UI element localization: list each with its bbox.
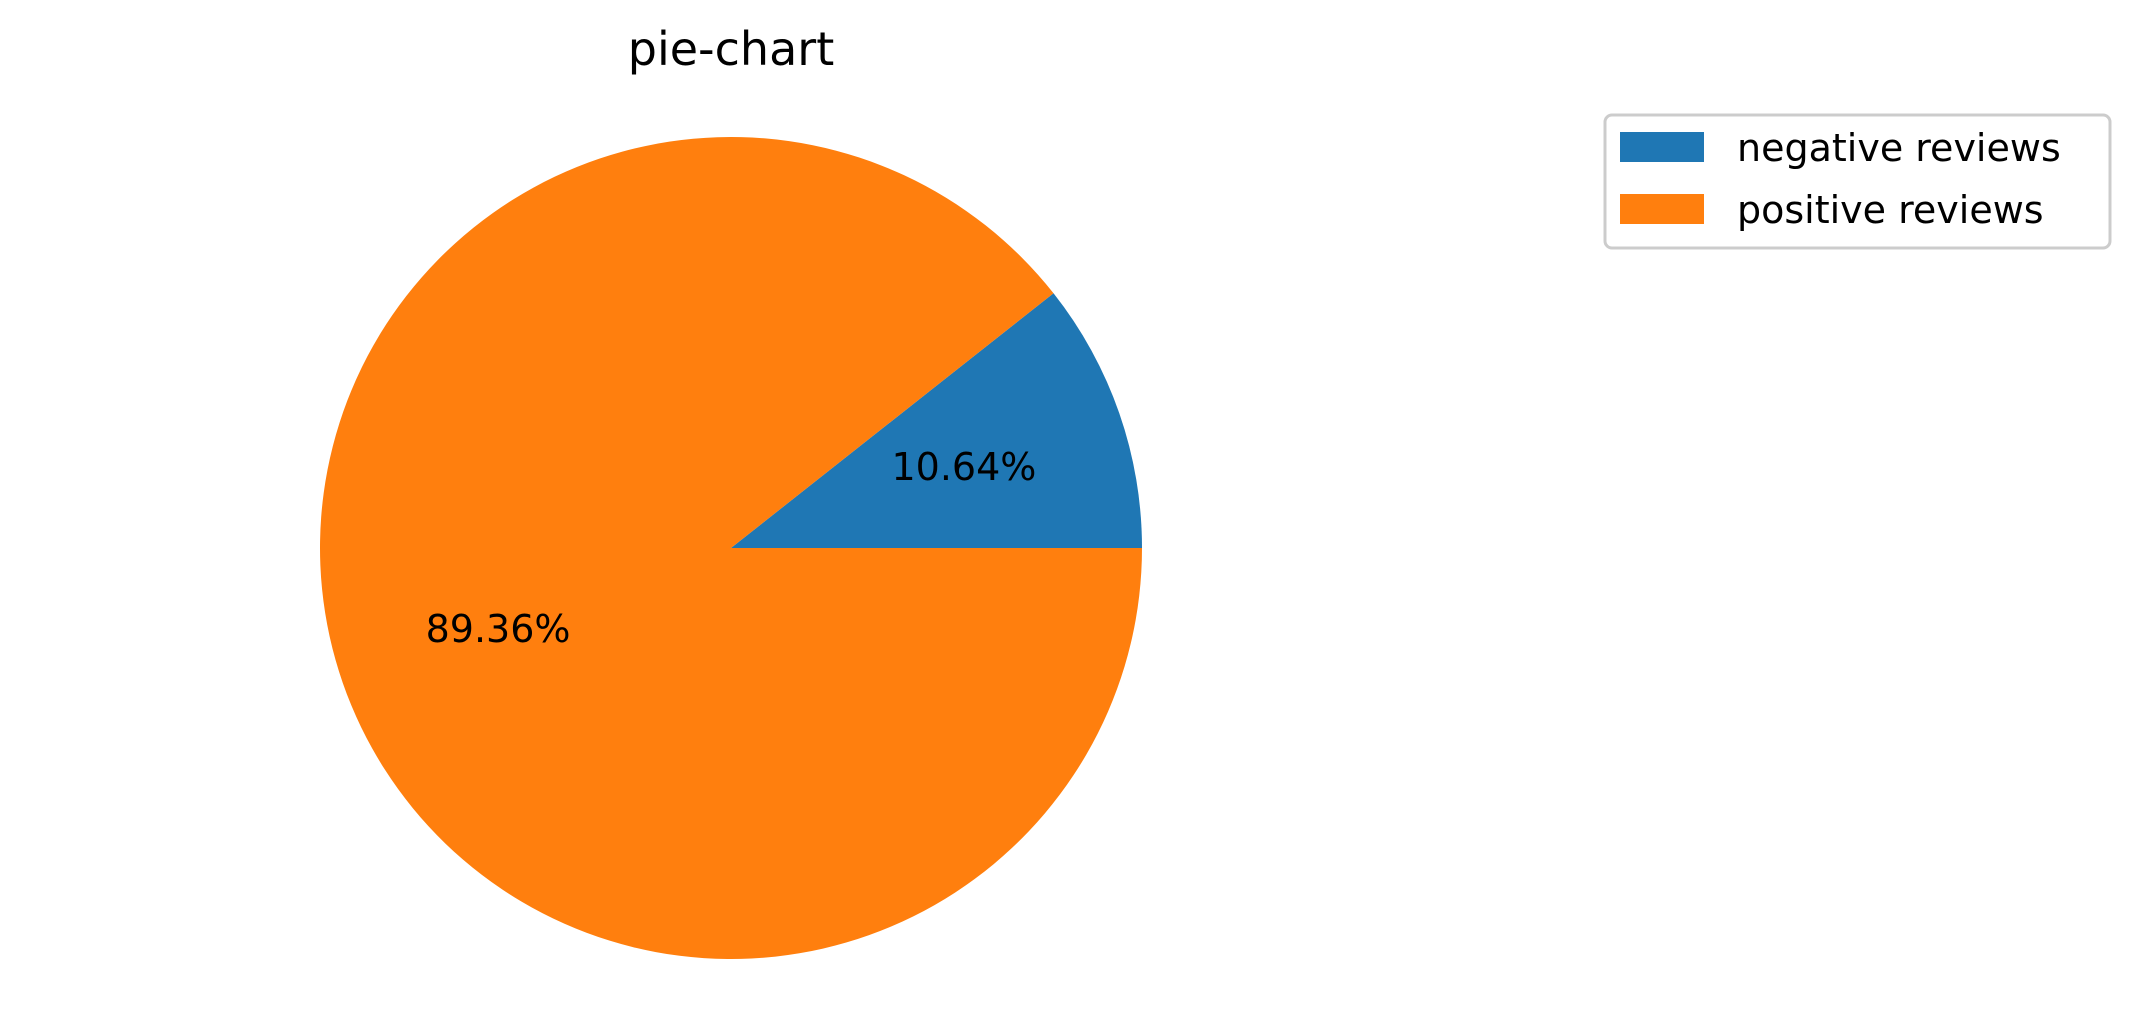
legend-label-negative-reviews: negative reviews [1737,126,2061,170]
pie-slices [319,136,1142,959]
legend-swatch-negative-reviews [1620,132,1704,162]
pie-slice-labels: 10.64% 89.36% [426,445,1037,651]
pie-slice-label-negative-reviews: 10.64% [891,445,1036,489]
legend-frame [1603,113,2112,250]
pie-slice-label-positive-reviews: 89.36% [426,607,571,651]
legend: negative reviews positive reviews [1603,113,2112,250]
legend-swatch-positive-reviews [1620,194,1704,224]
chart-title: pie-chart [628,22,834,76]
legend-label-positive-reviews: positive reviews [1737,188,2044,232]
pie-slice-positive-reviews [319,136,1142,959]
pie-slice-negative-reviews [731,293,1142,548]
